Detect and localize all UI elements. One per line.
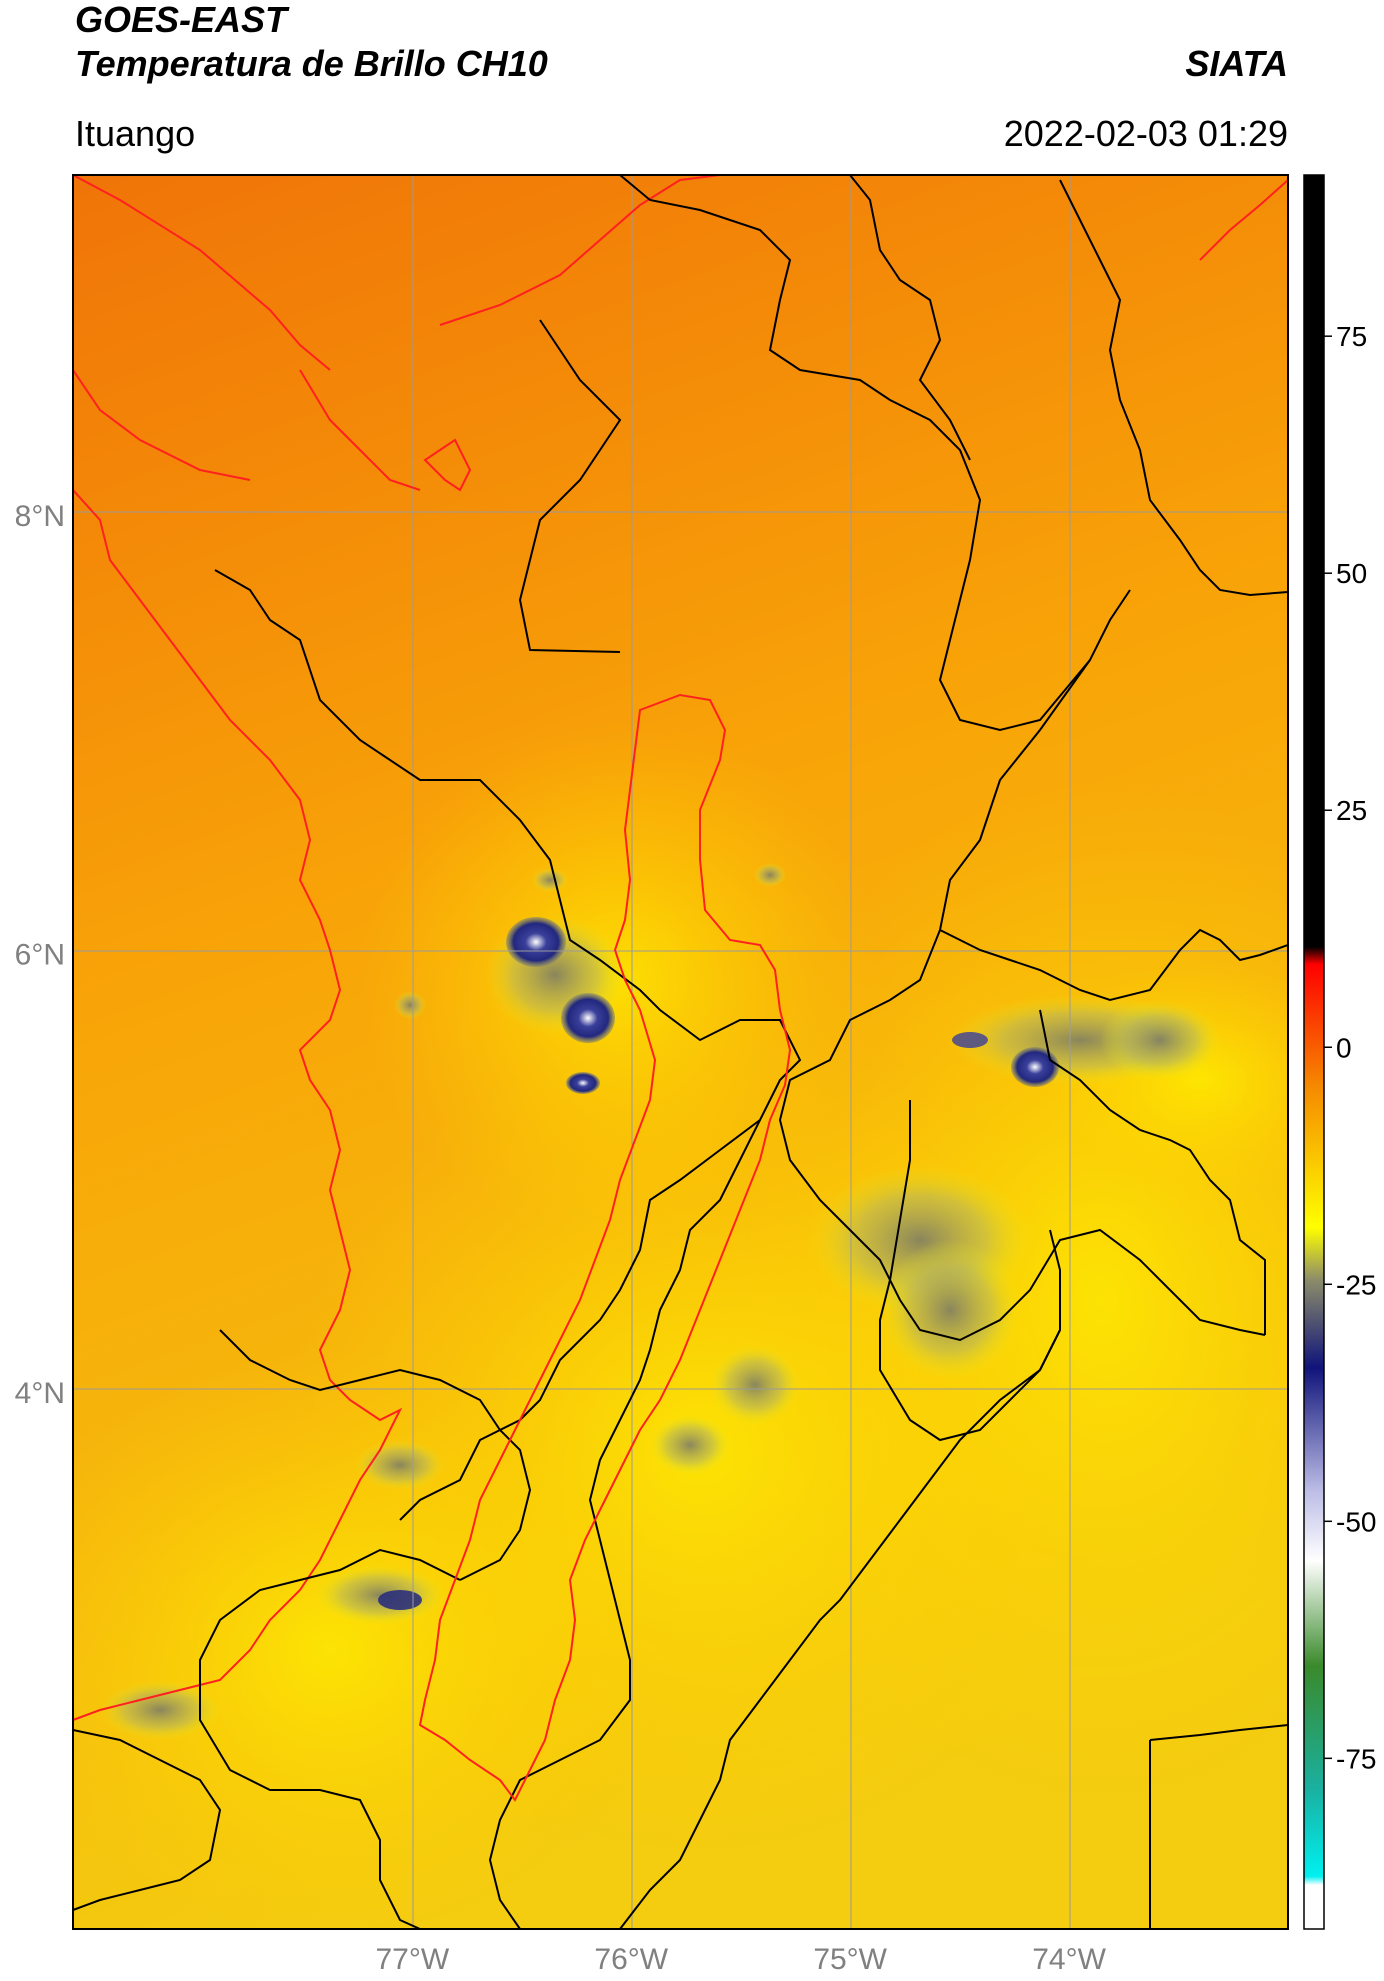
department-border — [214, 569, 802, 1521]
gulf-of-uraba — [423, 438, 472, 492]
longitude-tick-label: 77°W — [375, 1943, 449, 1976]
colorbar: 75 50 25 0 -25 -50 -75 — [1303, 174, 1376, 1930]
department-border — [1039, 1009, 1266, 1335]
department-border — [619, 175, 1131, 732]
department-border — [939, 928, 1288, 1002]
department-border — [849, 175, 971, 461]
latitude-axis: 8°N 6°N 4°N — [15, 500, 65, 1410]
longitude-tick-label: 75°W — [813, 1943, 887, 1976]
colorbar-ticks: 75 50 25 0 -25 -50 -75 — [1324, 321, 1376, 1774]
department-border — [778, 659, 1266, 1342]
colorbar-tick-label: -75 — [1336, 1743, 1376, 1774]
colorbar-tick-label: 50 — [1336, 558, 1367, 589]
cold-cloud-top — [1011, 1047, 1059, 1087]
longitude-tick-label: 76°W — [594, 1943, 668, 1976]
department-border — [488, 1119, 761, 1929]
coastline — [73, 175, 1288, 1721]
department-border — [619, 1329, 1061, 1929]
location-label: Ituango — [75, 113, 196, 154]
latitude-tick-label: 6°N — [15, 938, 65, 971]
department-border — [219, 1329, 532, 1581]
cold-cloud-top — [952, 1032, 988, 1048]
colorbar-tick-label: -50 — [1336, 1506, 1376, 1537]
department-border — [199, 1548, 461, 1929]
cloud-area — [1100, 1000, 1220, 1080]
cloud-area — [315, 1565, 445, 1625]
longitude-tick-label: 74°W — [1032, 1943, 1106, 1976]
political-borders — [73, 175, 1288, 1929]
colorbar-tick-label: 75 — [1336, 321, 1367, 352]
colorbar-tick-label: -25 — [1336, 1269, 1376, 1300]
country-border-ecuador — [73, 1729, 222, 1911]
longitude-axis: 77°W 76°W 75°W 74°W — [375, 1943, 1106, 1976]
yellow-region — [73, 1350, 660, 1929]
map-frame — [72, 174, 1289, 1930]
map-area — [73, 175, 1288, 1929]
basin-outline — [418, 693, 792, 1802]
cloud-area — [394, 991, 426, 1019]
latitude-tick-label: 8°N — [15, 500, 65, 533]
map-subtitle: Temperatura de Brillo CH10 — [75, 43, 548, 84]
colorbar-tick-label: 25 — [1336, 795, 1367, 826]
gridlines — [73, 175, 1288, 1929]
cloud-area — [355, 1440, 445, 1490]
cold-cloud-top — [506, 917, 566, 967]
colorbar-scale — [1303, 174, 1325, 1930]
cloud-area — [100, 1680, 220, 1740]
cloud-area — [710, 1345, 800, 1425]
cloud-area — [532, 868, 568, 892]
department-border — [1149, 1724, 1288, 1929]
map-title: GOES-EAST — [75, 0, 288, 40]
caribbean-coastline — [439, 175, 721, 326]
cold-cloud-top — [566, 1072, 600, 1094]
latitude-tick-label: 4°N — [15, 1377, 65, 1410]
pacific-coastline — [73, 175, 421, 1721]
cold-cloud-top — [561, 993, 615, 1043]
department-border — [518, 319, 622, 653]
country-border-venezuela — [1059, 179, 1288, 597]
datetime-label: 2022-02-03 01:29 — [1003, 113, 1288, 154]
guajira-coastline — [1199, 179, 1288, 261]
cold-cloud-top — [378, 1590, 422, 1610]
cloud-area — [880, 1240, 1020, 1380]
colorbar-tick-label: 0 — [1336, 1032, 1352, 1063]
cloud-area — [754, 863, 786, 887]
cloud-area — [650, 1415, 730, 1475]
organization-label: SIATA — [1185, 43, 1288, 84]
